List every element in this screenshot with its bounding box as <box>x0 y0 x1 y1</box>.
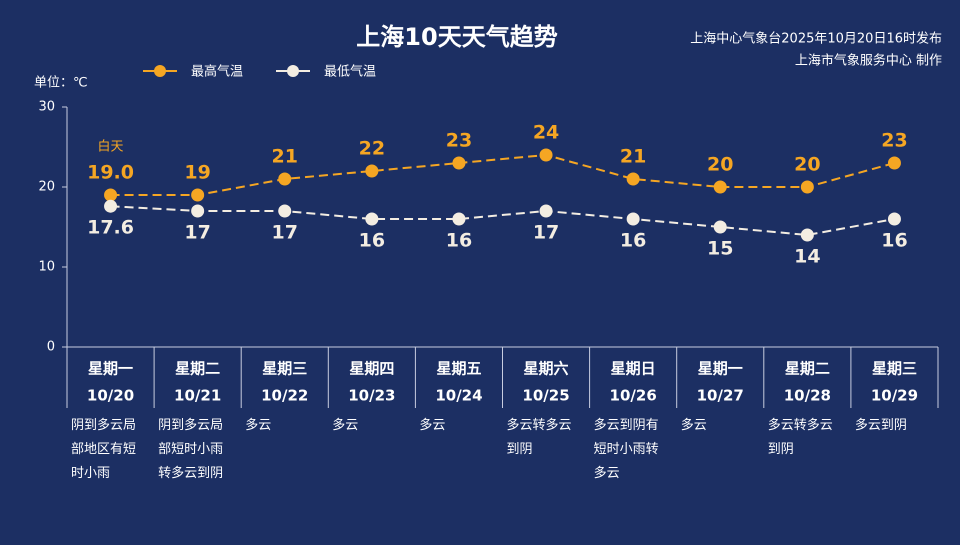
x-tick-label: 星期二 <box>175 360 220 378</box>
x-tick-label: 星期三 <box>262 360 307 378</box>
point <box>104 188 118 202</box>
date-label: 10/21 <box>174 387 221 405</box>
x-tick-label: 星期二 <box>785 360 830 378</box>
source: 上海中心气象台2025年10月20日16时发布 <box>690 31 942 47</box>
value-label: 23 <box>446 130 472 152</box>
value-label: 19 <box>184 162 210 184</box>
value-label: 16 <box>446 230 472 252</box>
weather-label: 多云 <box>681 417 707 433</box>
point <box>887 156 901 170</box>
annotation: 白天 <box>98 139 124 155</box>
date-label: 10/23 <box>348 387 395 405</box>
point <box>887 212 901 226</box>
y-tick-label: 30 <box>38 100 55 115</box>
weather-label: 多云 <box>245 417 271 433</box>
value-label: 17 <box>533 222 559 244</box>
point <box>104 199 118 213</box>
legend-label: 最低气温 <box>324 64 376 80</box>
point <box>800 228 814 242</box>
point <box>191 204 205 218</box>
date-label: 10/20 <box>87 387 134 405</box>
y-axis-label: 单位：℃ <box>34 76 88 91</box>
value-label: 20 <box>794 154 820 176</box>
weather-label: 多云到阴 <box>855 417 907 433</box>
date-label: 10/22 <box>261 387 308 405</box>
point <box>452 156 466 170</box>
weather-label: 多云 <box>419 417 445 433</box>
x-tick-label: 星期一 <box>88 360 133 378</box>
date-label: 10/26 <box>610 387 657 405</box>
weather-label: 阴到多云局部地区有短时小雨 <box>71 417 136 481</box>
date-label: 10/29 <box>871 387 918 405</box>
value-label: 17 <box>272 222 298 244</box>
value-label: 17 <box>184 222 210 244</box>
value-label: 14 <box>794 246 820 268</box>
x-tick-label: 星期四 <box>349 360 394 378</box>
chart-title: 上海10天天气趋势 <box>356 23 557 51</box>
y-tick-label: 10 <box>38 260 55 275</box>
line <box>110 153 895 196</box>
point <box>626 172 640 186</box>
legend-marker <box>287 65 299 77</box>
source: 上海市气象服务中心 制作 <box>795 53 942 69</box>
x-tick-label: 星期六 <box>524 360 569 378</box>
point <box>452 212 466 226</box>
weather-label: 阴到多云局部短时小雨转多云到阴 <box>158 417 223 481</box>
x-tick-label: 星期三 <box>872 360 917 378</box>
point <box>626 212 640 226</box>
value-label: 16 <box>881 230 907 252</box>
point <box>539 148 553 162</box>
point <box>713 220 727 234</box>
date-label: 10/25 <box>522 387 569 405</box>
x-tick-label: 星期一 <box>698 360 743 378</box>
point <box>539 204 553 218</box>
weather-label: 多云转多云到阴 <box>507 417 572 457</box>
point <box>800 180 814 194</box>
date-label: 10/27 <box>697 387 744 405</box>
value-label: 19.0 <box>87 162 134 184</box>
value-label: 17.6 <box>87 217 134 239</box>
value-label: 24 <box>533 122 559 144</box>
x-tick-label: 星期五 <box>436 360 481 378</box>
value-label: 23 <box>881 130 907 152</box>
point <box>278 172 292 186</box>
point <box>713 180 727 194</box>
value-label: 22 <box>359 138 385 160</box>
date-label: 10/24 <box>435 387 482 405</box>
legend-marker <box>154 65 166 77</box>
y-tick-label: 20 <box>38 180 55 195</box>
point <box>365 164 379 178</box>
value-label: 16 <box>359 230 385 252</box>
weather-label: 多云到阴有短时小雨转多云 <box>594 417 659 481</box>
point <box>278 204 292 218</box>
date-label: 10/28 <box>784 387 831 405</box>
x-tick-label: 星期日 <box>611 360 656 378</box>
point <box>191 188 205 202</box>
point <box>365 212 379 226</box>
y-tick-label: 0 <box>47 340 55 355</box>
weather-label: 多云 <box>332 417 358 433</box>
weather-label: 多云转多云到阴 <box>768 417 833 457</box>
legend-label: 最高气温 <box>191 64 243 80</box>
line <box>110 205 895 237</box>
value-label: 20 <box>707 154 733 176</box>
value-label: 16 <box>620 230 646 252</box>
value-label: 15 <box>707 238 733 260</box>
value-label: 21 <box>272 146 298 168</box>
value-label: 21 <box>620 146 646 168</box>
